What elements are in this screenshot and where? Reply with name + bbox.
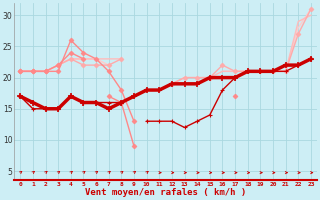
X-axis label: Vent moyen/en rafales ( km/h ): Vent moyen/en rafales ( km/h ) [85, 188, 246, 197]
